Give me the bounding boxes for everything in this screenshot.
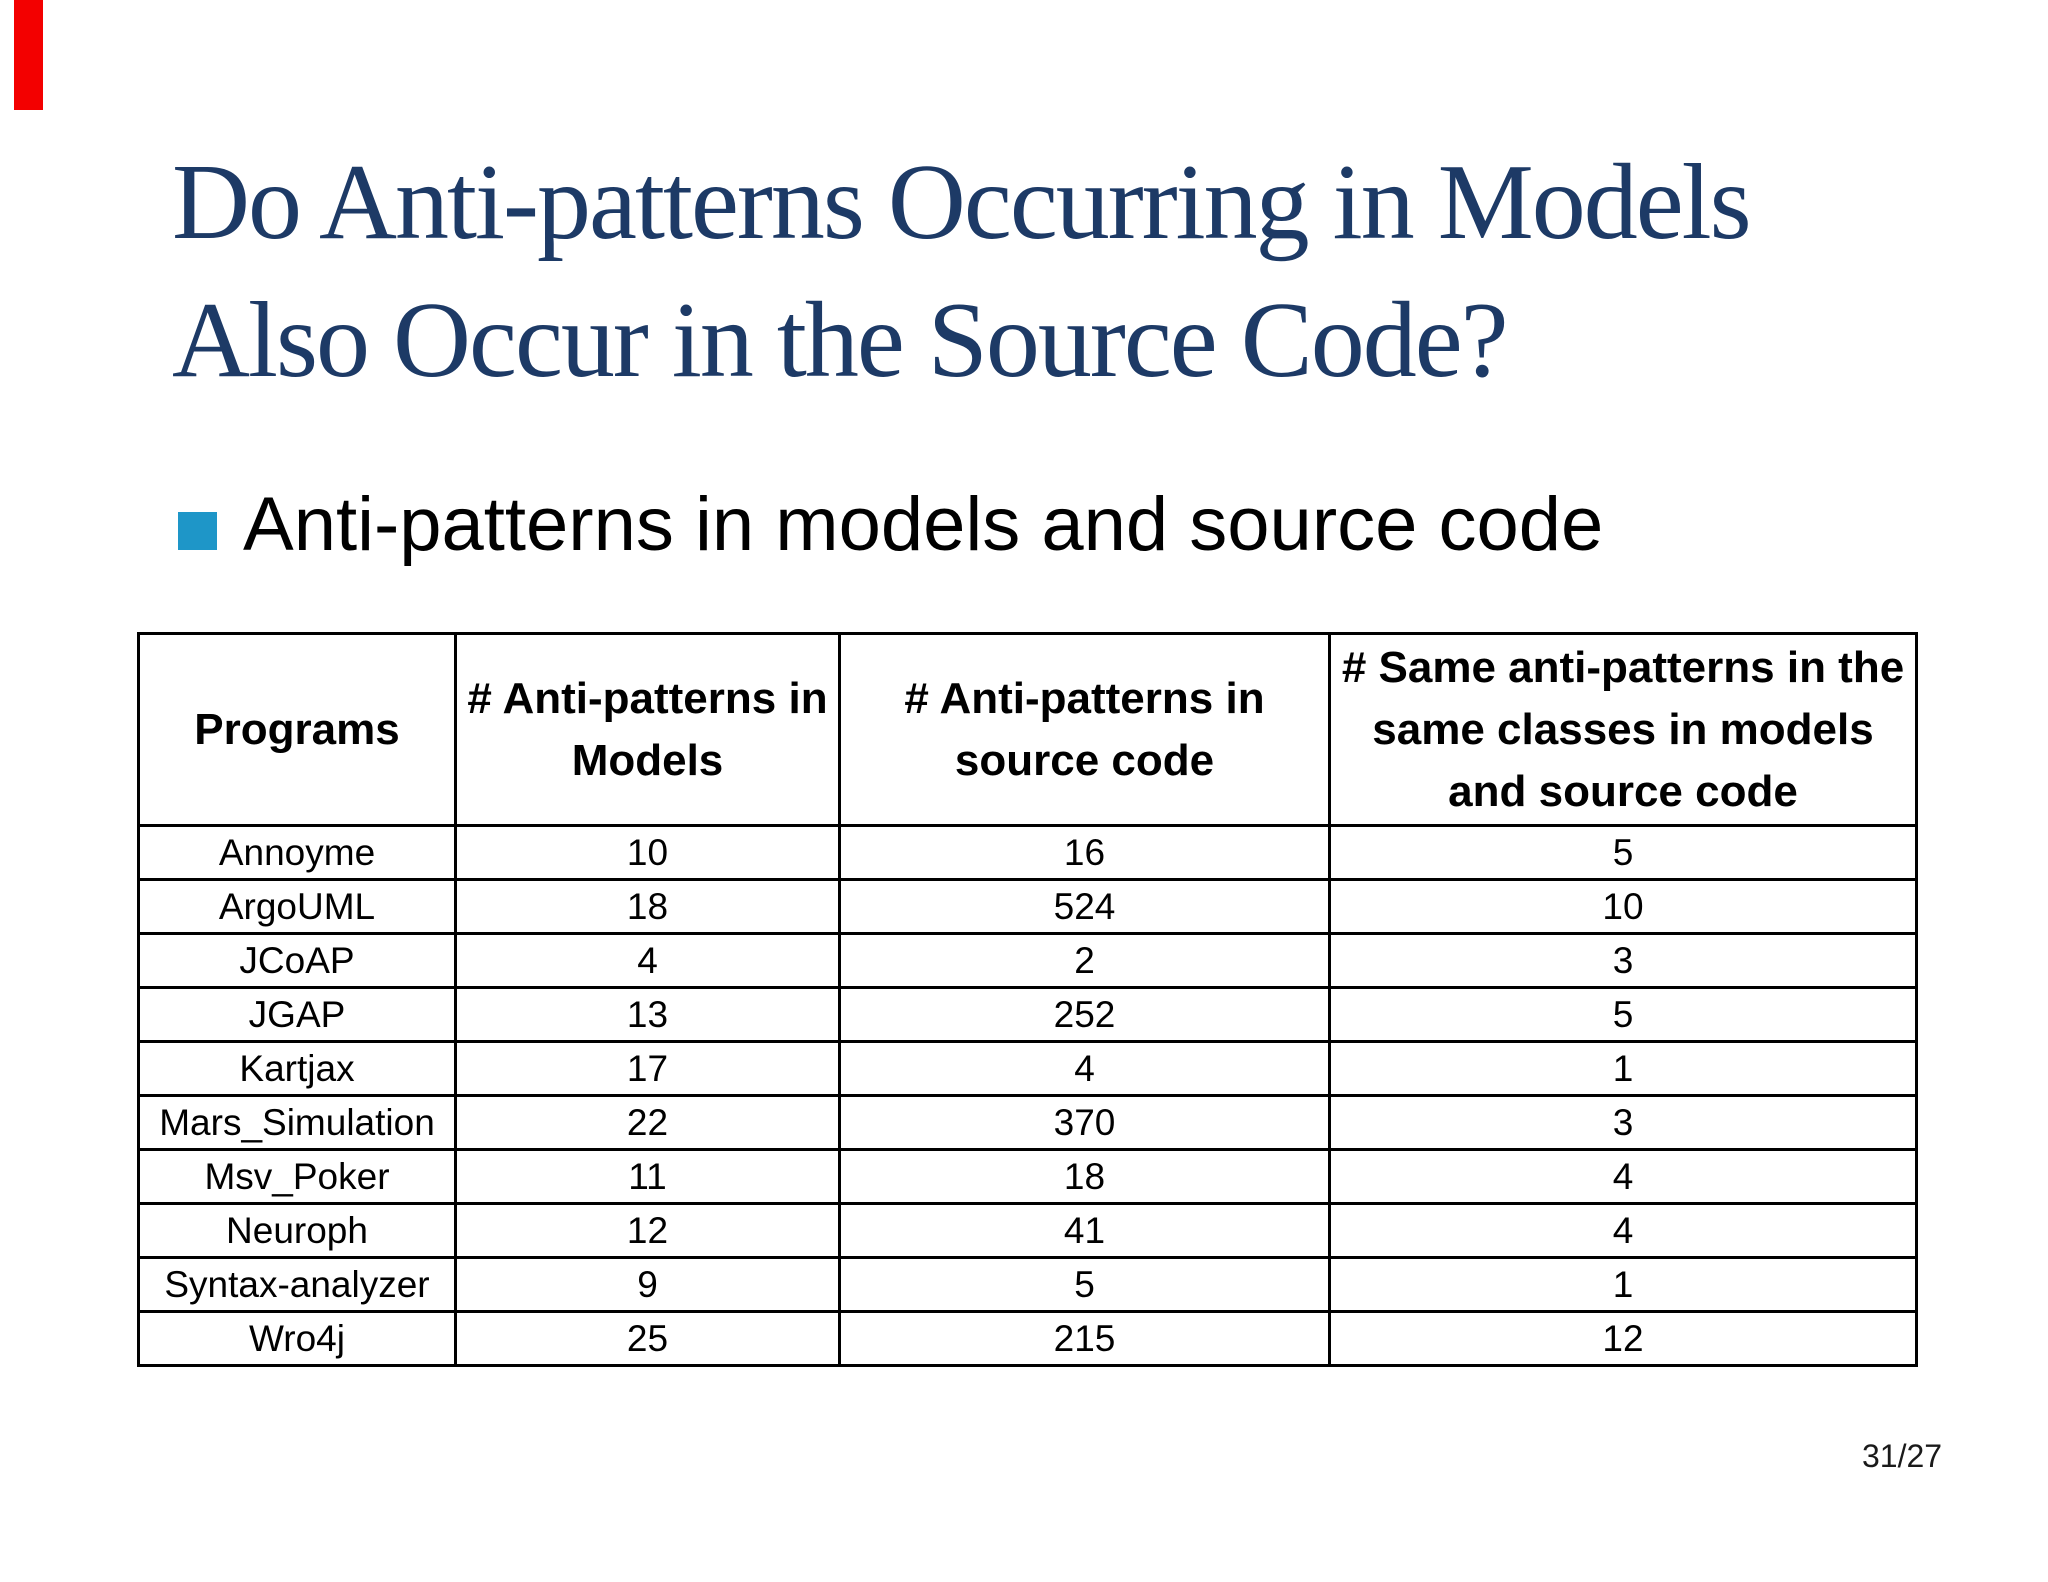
cell-value: 12 [1328,1310,1918,1367]
cell-program: Kartjax [137,1040,457,1097]
cell-value: 1 [1328,1256,1918,1313]
column-header-programs: Programs [137,632,457,827]
red-marker-bar [14,0,43,110]
slide-title-line2: Also Occur in the Source Code? [172,281,1509,400]
anti-patterns-table: Programs # Anti-patterns in Models # Ant… [137,632,1918,1367]
cell-value: 10 [1328,878,1918,935]
slide-title: Do Anti-patterns Occurring in Models Als… [172,134,1752,410]
cell-program: JGAP [137,986,457,1043]
cell-value: 5 [1328,824,1918,881]
cell-value: 2 [838,932,1331,989]
cell-value: 18 [454,878,841,935]
cell-value: 5 [1328,986,1918,1043]
cell-value: 18 [838,1148,1331,1205]
cell-value: 5 [838,1256,1331,1313]
table-row: Annoyme 10 16 5 [137,824,1918,881]
cell-program: Neuroph [137,1202,457,1259]
cell-value: 4 [1328,1148,1918,1205]
cell-value: 12 [454,1202,841,1259]
cell-value: 17 [454,1040,841,1097]
table-row: Msv_Poker 11 18 4 [137,1148,1918,1205]
page-number: 31/27 [1862,1438,1943,1474]
cell-value: 252 [838,986,1331,1043]
cell-program: Syntax-analyzer [137,1256,457,1313]
table-row: Syntax-analyzer 9 5 1 [137,1256,1918,1313]
column-header-antipatterns-models: # Anti-patterns in Models [454,632,841,827]
table-row: Kartjax 17 4 1 [137,1040,1918,1097]
cell-value: 16 [838,824,1331,881]
cell-value: 1 [1328,1040,1918,1097]
cell-value: 9 [454,1256,841,1313]
cell-program: Annoyme [137,824,457,881]
cell-program: ArgoUML [137,878,457,935]
column-header-same-antipatterns: # Same anti-patterns in the same classes… [1328,632,1918,827]
cell-program: JCoAP [137,932,457,989]
cell-value: 4 [1328,1202,1918,1259]
table-row: Mars_Simulation 22 370 3 [137,1094,1918,1151]
cell-value: 4 [454,932,841,989]
cell-program: Mars_Simulation [137,1094,457,1151]
cell-value: 524 [838,878,1331,935]
cell-value: 3 [1328,932,1918,989]
table-header: Programs # Anti-patterns in Models # Ant… [137,632,1918,827]
table-row: JCoAP 4 2 3 [137,932,1918,989]
cell-value: 215 [838,1310,1331,1367]
column-header-antipatterns-source: # Anti-patterns in source code [838,632,1331,827]
cell-program: Msv_Poker [137,1148,457,1205]
table-row: Neuroph 12 41 4 [137,1202,1918,1259]
cell-value: 13 [454,986,841,1043]
cell-program: Wro4j [137,1310,457,1367]
cell-value: 22 [454,1094,841,1151]
bullet-square-icon [178,512,217,550]
table-row: ArgoUML 18 524 10 [137,878,1918,935]
cell-value: 4 [838,1040,1331,1097]
bullet-text: Anti-patterns in models and source code [243,482,1604,567]
cell-value: 25 [454,1310,841,1367]
table-header-row: Programs # Anti-patterns in Models # Ant… [137,632,1918,827]
cell-value: 3 [1328,1094,1918,1151]
cell-value: 11 [454,1148,841,1205]
table-row: Wro4j 25 215 12 [137,1310,1918,1367]
table-body: Annoyme 10 16 5 ArgoUML 18 524 10 JCoAP … [137,824,1918,1367]
slide-title-line1: Do Anti-patterns Occurring in Models [172,143,1752,262]
cell-value: 10 [454,824,841,881]
table-row: JGAP 13 252 5 [137,986,1918,1043]
cell-value: 41 [838,1202,1331,1259]
cell-value: 370 [838,1094,1331,1151]
